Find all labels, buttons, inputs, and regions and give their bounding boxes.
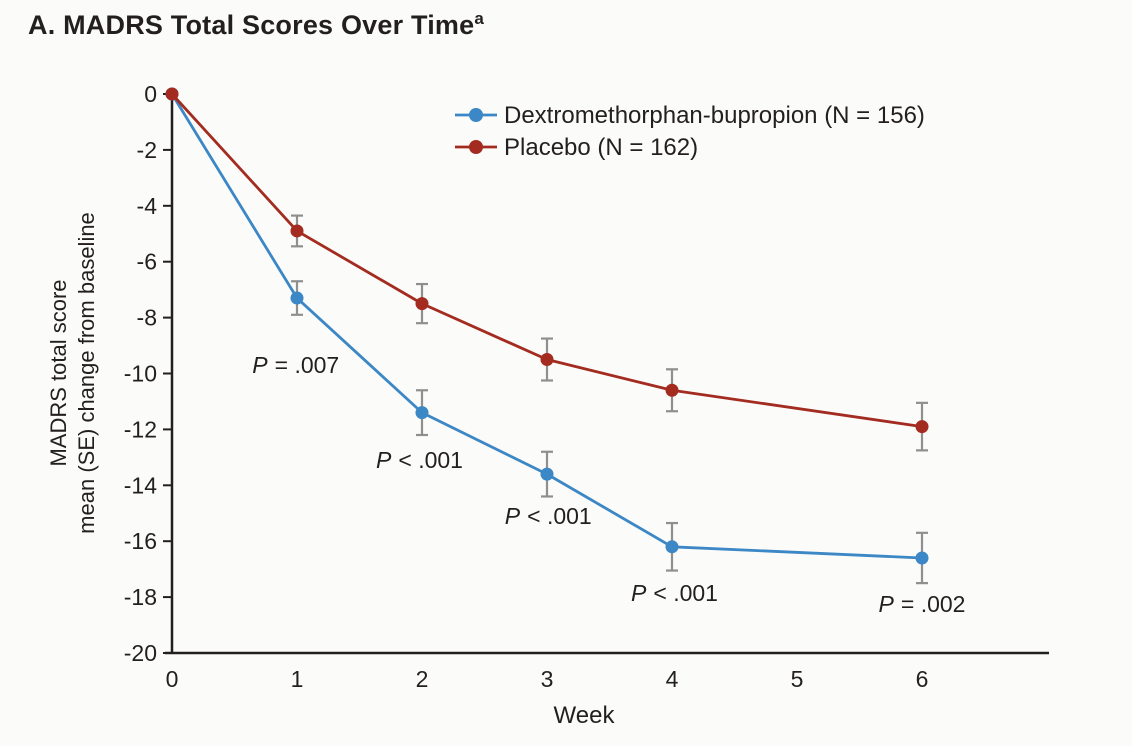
data-point-marker-placebo — [915, 420, 929, 434]
p-value-annotation: P = .007 — [252, 352, 339, 378]
y-tick-label: -18 — [124, 584, 157, 610]
data-point-marker-placebo — [290, 224, 304, 238]
data-point-marker-dextromethorphan-bupropion — [540, 467, 554, 481]
x-tick-label: 2 — [416, 666, 429, 692]
x-tick-label: 0 — [166, 666, 179, 692]
p-value-annotation: P < .001 — [376, 447, 463, 473]
series-line-placebo — [170, 93, 923, 428]
data-point-marker-placebo — [540, 353, 554, 367]
y-tick-label: -14 — [124, 472, 157, 498]
y-axis-title-line1: MADRS total score — [46, 279, 71, 466]
x-tick-label: 6 — [916, 666, 929, 692]
y-tick-label: -4 — [137, 193, 158, 219]
y-tick-label: -12 — [124, 416, 157, 442]
x-tick-label: 3 — [541, 666, 554, 692]
data-point-marker-placebo — [415, 297, 429, 311]
y-tick-label: -8 — [137, 305, 157, 331]
legend-label: Placebo (N = 162) — [504, 134, 698, 161]
y-tick-label: -6 — [137, 249, 157, 275]
y-tick-label: -16 — [124, 528, 157, 554]
data-point-marker-placebo — [665, 383, 679, 397]
figure-title-text: A. MADRS Total Scores Over Time — [28, 10, 475, 40]
y-tick-label: -10 — [124, 361, 157, 387]
data-point-marker-dextromethorphan-bupropion — [415, 406, 429, 420]
figure-title: A. MADRS Total Scores Over Timea — [28, 10, 484, 41]
p-value-annotation: P < .001 — [631, 580, 718, 606]
y-tick-label: 0 — [144, 81, 157, 107]
y-tick-label: -2 — [137, 137, 157, 163]
series-line-dextromethorphan-bupropion — [170, 93, 923, 560]
y-tick-label: -20 — [124, 640, 157, 666]
x-axis-title: Week — [554, 702, 616, 729]
data-point-marker-dextromethorphan-bupropion — [290, 291, 304, 305]
data-point-marker-placebo — [165, 87, 179, 101]
x-tick-label: 1 — [291, 666, 304, 692]
figure-title-footnote-marker: a — [474, 9, 484, 28]
p-value-annotation: P = .002 — [879, 591, 966, 617]
data-point-marker-dextromethorphan-bupropion — [665, 540, 679, 554]
x-tick-label: 4 — [666, 666, 679, 692]
y-axis-title-line2: mean (SE) change from baseline — [74, 212, 99, 534]
legend-label: Dextromethorphan-bupropion (N = 156) — [504, 102, 925, 129]
data-point-marker-dextromethorphan-bupropion — [915, 551, 929, 565]
legend-marker — [469, 108, 483, 122]
x-tick-label: 5 — [791, 666, 804, 692]
p-value-annotation: P < .001 — [505, 503, 592, 529]
legend-marker — [469, 140, 483, 154]
